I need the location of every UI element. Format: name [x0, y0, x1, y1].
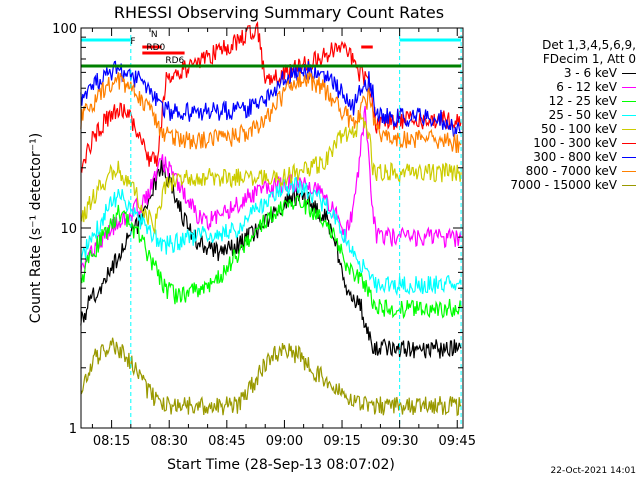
legend-swatch [622, 156, 636, 158]
tick-layer: 08:15 08:30 08:45 09:00 09:15 09:30 09:45 1 10 10… [52, 22, 476, 449]
series-300-800-kev [80, 60, 462, 140]
legend-entry-300-800-kev: 300 - 800 keV [482, 150, 636, 164]
series-line-300-800-kev [80, 60, 462, 140]
legend-header-line-2: FDecim 1, Att 0 [542, 52, 636, 66]
annotation-label-f: F [130, 37, 135, 47]
x-tick-label: 08:45 [208, 434, 245, 449]
y-tick-label: 1 [69, 422, 77, 437]
legend-entry-12-25-kev: 12 - 25 keV [482, 94, 636, 108]
x-axis-label: Start Time (28-Sep-13 08:07:02) [167, 457, 395, 473]
x-tick-label: 09:45 [439, 434, 476, 449]
series-12-25-kev [80, 195, 462, 320]
legend-swatch [622, 184, 636, 186]
legend-header-line-1: Det 1,3,4,5,6,9, [542, 38, 636, 52]
y-tick-label: 100 [52, 22, 77, 37]
series-line-12-25-kev [80, 195, 462, 320]
legend-label: 12 - 25 keV [548, 94, 617, 108]
legend-swatch [622, 100, 636, 102]
series-line-800-7000-kev [80, 71, 462, 154]
legend-entry-7000-15000-kev: 7000 - 15000 keV [482, 178, 636, 192]
x-tick-label: 09:15 [323, 434, 360, 449]
legend-swatch [622, 114, 636, 116]
x-tick-label: 08:30 [150, 434, 187, 449]
generation-timestamp: 22-Oct-2021 14:01 [550, 466, 636, 476]
series-25-50-kev [80, 176, 462, 297]
annotation-rd6: RD6 [80, 56, 462, 68]
legend-entries: 3 - 6 keV 6 - 12 keV 12 - 25 keV 25 - 50 ke… [482, 66, 636, 192]
annotation-label-rd0: RD0 [146, 43, 165, 53]
legend-swatch [622, 142, 636, 144]
series-800-7000-kev [80, 71, 462, 154]
series-layer [80, 21, 462, 417]
legend-swatch [622, 72, 636, 74]
legend-entry-25-50-kev: 25 - 50 keV [482, 108, 636, 122]
y-tick-label: 10 [60, 222, 77, 237]
annotation-rd0: RD0 [142, 43, 185, 55]
legend-swatch [622, 86, 636, 88]
series-line-25-50-kev [80, 176, 462, 297]
legend-entry-3-6-kev: 3 - 6 keV [482, 66, 636, 80]
legend-label: 100 - 300 keV [533, 136, 617, 150]
legend-entry-100-300-kev: 100 - 300 keV [482, 136, 636, 150]
legend-swatch [622, 128, 636, 130]
legend-label: 3 - 6 keV [563, 66, 617, 80]
series-line-50-100-kev [80, 113, 462, 235]
legend-entry-50-100-kev: 50 - 100 keV [482, 122, 636, 136]
annotation-label-rd6: RD6 [165, 56, 184, 66]
series-100-300-kev [80, 21, 462, 174]
annotation-label-n: N [151, 30, 158, 40]
legend-entry-6-12-kev: 6 - 12 keV [482, 80, 636, 94]
annotation-n: N [80, 30, 462, 42]
series-line-7000-15000-kev [80, 337, 462, 417]
legend: Det 1,3,4,5,6,9, FDecim 1, Att 0 3 - 6 k… [482, 38, 636, 192]
legend-label: 7000 - 15000 keV [510, 178, 617, 192]
annotation-f: F [130, 37, 373, 49]
x-tick-label: 08:15 [93, 434, 130, 449]
legend-label: 25 - 50 keV [548, 108, 617, 122]
x-tick-label: 09:30 [381, 434, 418, 449]
legend-swatch [622, 170, 636, 172]
x-tick-label: 09:00 [266, 434, 303, 449]
series-50-100-kev [80, 113, 462, 235]
legend-label: 800 - 7000 keV [525, 164, 617, 178]
legend-label: 50 - 100 keV [540, 122, 617, 136]
series-line-100-300-kev [80, 21, 462, 174]
legend-entry-800-7000-kev: 800 - 7000 keV [482, 164, 636, 178]
y-axis-label: Count Rate (s⁻¹ detector⁻¹) [28, 133, 44, 323]
legend-label: 300 - 800 keV [533, 150, 617, 164]
chart-title: RHESSI Observing Summary Count Rates [114, 3, 444, 22]
legend-label: 6 - 12 keV [556, 80, 617, 94]
series-7000-15000-kev [80, 337, 462, 417]
